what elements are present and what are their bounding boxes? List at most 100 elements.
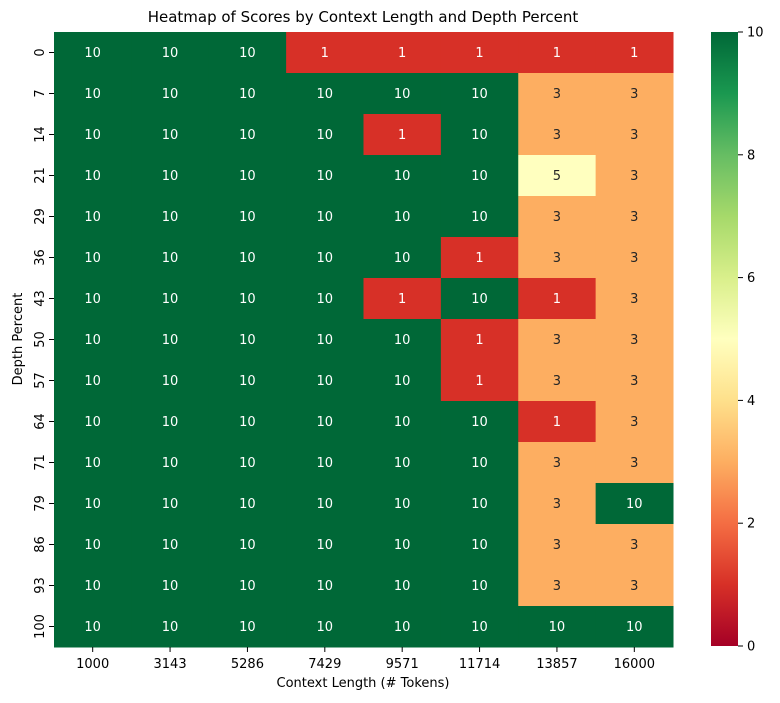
heatmap-cell xyxy=(440,114,519,156)
y-tick-label: 0 xyxy=(33,48,48,56)
heatmap-cell xyxy=(595,114,674,156)
heatmap-cell xyxy=(363,237,442,279)
heatmap-cell xyxy=(595,73,674,115)
cell-value-label: 10 xyxy=(84,415,101,430)
x-tick-label: 11714 xyxy=(459,657,500,672)
heatmap-cell xyxy=(363,565,442,607)
cell-value-label: 10 xyxy=(317,415,334,430)
heatmap-cell xyxy=(518,278,597,320)
cell-value-label: 5 xyxy=(553,169,561,184)
cell-value-label: 10 xyxy=(239,497,256,512)
cell-value-label: 3 xyxy=(553,456,561,471)
cell-value-label: 10 xyxy=(162,169,179,184)
x-tick-label: 7429 xyxy=(308,657,341,672)
cell-value-label: 10 xyxy=(471,538,488,553)
cell-value-label: 3 xyxy=(630,169,638,184)
cell-value-label: 10 xyxy=(317,210,334,225)
heatmap-cell xyxy=(595,196,674,238)
heatmap-cell xyxy=(518,114,597,156)
cell-value-label: 10 xyxy=(317,538,334,553)
heatmap-cell xyxy=(518,360,597,402)
heatmap-cell xyxy=(363,196,442,238)
cell-value-label: 10 xyxy=(162,497,179,512)
heatmap-cell xyxy=(131,32,210,74)
y-tick-label: 7 xyxy=(33,89,48,97)
heatmap-cell xyxy=(518,483,597,525)
x-tick-label: 5286 xyxy=(231,657,264,672)
heatmap-cell xyxy=(54,196,132,238)
cell-value-label: 10 xyxy=(162,210,179,225)
heatmap-cell xyxy=(363,155,442,197)
heatmap-cell xyxy=(208,319,287,361)
cell-value-label: 10 xyxy=(162,128,179,143)
heatmap-cell xyxy=(131,360,210,402)
x-tick-label: 9571 xyxy=(386,657,419,672)
heatmap-cell xyxy=(208,278,287,320)
cell-value-label: 10 xyxy=(317,128,334,143)
heatmap-cell xyxy=(131,483,210,525)
heatmap-cell xyxy=(595,278,674,320)
cell-value-label: 10 xyxy=(626,620,643,635)
heatmap-cell xyxy=(595,524,674,566)
y-tick-label: 43 xyxy=(33,290,48,307)
heatmap-cell xyxy=(131,401,210,443)
heatmap-cell xyxy=(54,155,132,197)
cell-value-label: 10 xyxy=(162,415,179,430)
cell-value-label: 1 xyxy=(475,251,483,266)
heatmap-cell xyxy=(131,606,210,648)
heatmap-cell xyxy=(440,360,519,402)
heatmap-cell xyxy=(208,73,287,115)
heatmap-cell xyxy=(286,483,365,525)
heatmap-cell xyxy=(440,524,519,566)
cell-value-label: 1 xyxy=(398,46,406,61)
cell-value-label: 3 xyxy=(553,538,561,553)
colorbar-tick-label: 2 xyxy=(747,517,755,532)
heatmap-cell xyxy=(518,524,597,566)
cell-value-label: 10 xyxy=(84,497,101,512)
heatmap-cell xyxy=(208,442,287,484)
cell-value-label: 10 xyxy=(239,415,256,430)
cell-value-label: 10 xyxy=(162,333,179,348)
heatmap-cell xyxy=(518,319,597,361)
heatmap-cell xyxy=(518,606,597,648)
cell-value-label: 10 xyxy=(394,415,411,430)
cell-value-label: 3 xyxy=(630,415,638,430)
heatmap-cell xyxy=(54,401,132,443)
heatmap-cell xyxy=(363,401,442,443)
y-tick-label: 50 xyxy=(33,331,48,348)
cell-value-label: 10 xyxy=(84,620,101,635)
heatmap-cell xyxy=(54,73,132,115)
cell-value-label: 10 xyxy=(394,538,411,553)
cell-value-label: 10 xyxy=(317,374,334,389)
cell-value-label: 10 xyxy=(471,292,488,307)
cell-value-label: 10 xyxy=(394,87,411,102)
cell-value-label: 10 xyxy=(162,374,179,389)
cell-value-label: 1 xyxy=(630,46,638,61)
heatmap-cell xyxy=(595,442,674,484)
y-tick-label: 86 xyxy=(33,536,48,553)
cell-value-label: 10 xyxy=(239,210,256,225)
cell-value-label: 10 xyxy=(162,46,179,61)
cell-value-label: 10 xyxy=(317,251,334,266)
heatmap-cell xyxy=(595,483,674,525)
colorbar-ticks: 0 2 4 6 8 10 xyxy=(738,26,764,655)
x-tick-label: 13857 xyxy=(536,657,577,672)
heatmap-cell xyxy=(54,606,132,648)
cell-value-label: 10 xyxy=(394,620,411,635)
cell-value-label: 10 xyxy=(162,292,179,307)
cell-value-label: 10 xyxy=(84,251,101,266)
x-tick-label: 16000 xyxy=(614,657,655,672)
cell-value-label: 10 xyxy=(162,251,179,266)
heatmap-cell xyxy=(595,401,674,443)
cell-value-label: 10 xyxy=(317,579,334,594)
cell-value-label: 3 xyxy=(553,210,561,225)
heatmap-cell xyxy=(208,196,287,238)
colorbar-tick-label: 6 xyxy=(747,271,755,286)
heatmap-cell xyxy=(286,606,365,648)
heatmap-cell xyxy=(208,401,287,443)
heatmap-cell xyxy=(54,237,132,279)
heatmap-cell xyxy=(440,606,519,648)
heatmap-cell xyxy=(286,360,365,402)
heatmap-cell xyxy=(54,442,132,484)
cell-value-label: 10 xyxy=(394,169,411,184)
